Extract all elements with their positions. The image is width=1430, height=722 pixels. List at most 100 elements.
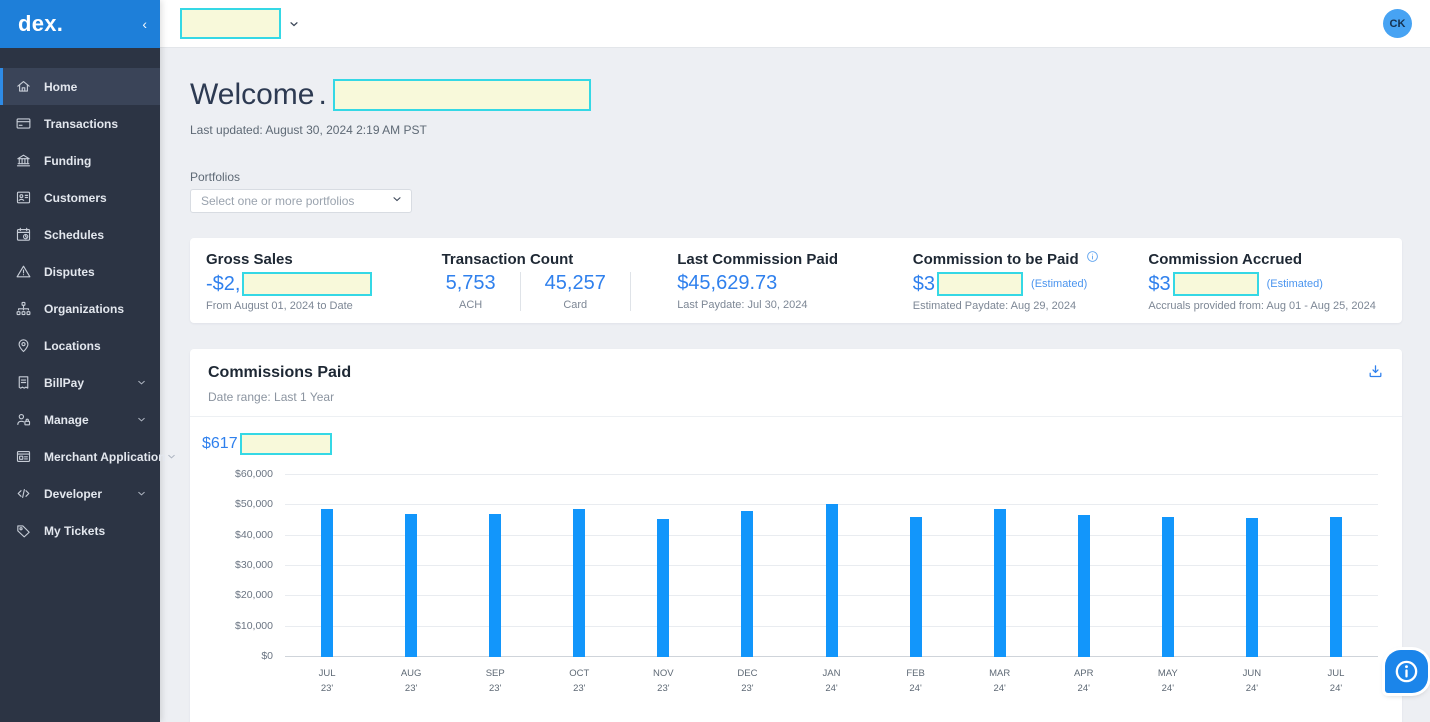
commissions-paid-card: Commissions Paid Date range: Last 1 Year… <box>190 349 1402 722</box>
stat-last-commission-paid: Last Commission Paid $45,629.73 Last Pay… <box>677 251 913 312</box>
sidebar-item-customers[interactable]: Customers <box>0 179 160 216</box>
bar-feb-24-[interactable] <box>909 516 922 657</box>
y-axis-tick-label: $10,000 <box>235 619 273 632</box>
bar-nov-23-[interactable] <box>657 519 670 657</box>
sidebar-item-organizations[interactable]: Organizations <box>0 290 160 327</box>
chevron-down-icon <box>136 488 147 499</box>
y-axis-tick-label: $30,000 <box>235 559 273 571</box>
sidebar-item-home[interactable]: Home <box>0 68 160 105</box>
stat-subtext: Estimated Paydate: Aug 29, 2024 <box>912 300 1077 312</box>
main-area: CK Welcome . Last updated: August 30, 20… <box>160 0 1430 722</box>
bar-jul-24-[interactable] <box>1329 516 1342 657</box>
sidebar-item-label: Locations <box>44 338 101 353</box>
bank-icon <box>15 152 32 169</box>
bar-mar-24-[interactable] <box>993 508 1006 657</box>
bar-slot <box>537 475 621 657</box>
bar-jul-23-[interactable] <box>321 509 334 657</box>
x-axis-tick-label: DEC 23' <box>737 668 758 695</box>
chevron-down-icon <box>166 451 177 462</box>
help-beacon-button[interactable] <box>1385 650 1428 693</box>
estimated-tag: (Estimated) <box>1031 278 1088 290</box>
bar-aug-23-[interactable] <box>405 513 418 657</box>
bar-jun-24-[interactable] <box>1245 517 1258 657</box>
download-icon[interactable] <box>1367 363 1384 380</box>
x-axis-tick-label: JUL 24' <box>1327 668 1345 695</box>
x-axis-tick-label: MAR 24' <box>989 668 1011 695</box>
stat-commission-accrued: Commission Accrued $3 (Estimated) Accrua… <box>1148 251 1384 312</box>
sidebar-item-label: Funding <box>44 153 92 168</box>
sidebar-nav: Home Transactions Funding Customers Schedule… <box>0 68 175 549</box>
user-name-redacted <box>332 79 591 111</box>
sidebar-item-label: Developer <box>44 486 103 501</box>
info-icon[interactable] <box>1086 250 1099 263</box>
stat-label: Gross Sales <box>206 251 293 268</box>
sidebar-item-label: Disputes <box>44 264 95 279</box>
card-count-value: 45,257 <box>544 272 606 294</box>
stat-value-redacted <box>242 272 373 296</box>
commissions-chart: $0 $10,000 $20,000 $30,000 $40,000 $50,000 $60… <box>235 468 1378 696</box>
x-axis-tick-label: AUG 23' <box>400 668 422 695</box>
avatar[interactable]: CK <box>1383 9 1412 38</box>
sidebar-item-label: Home <box>44 79 78 94</box>
sidebar-item-manage[interactable]: Manage <box>0 401 160 438</box>
bar-slot <box>958 475 1042 657</box>
ach-count-value: 5,753 <box>445 272 496 294</box>
sidebar-item-funding[interactable]: Funding <box>0 142 160 179</box>
chart-title: Commissions Paid <box>208 364 352 381</box>
sidebar-item-billpay[interactable]: BillPay <box>0 364 160 401</box>
bar-may-24-[interactable] <box>1161 516 1174 657</box>
sidebar-item-label: BillPay <box>44 375 85 390</box>
sidebar-item-locations[interactable]: Locations <box>0 327 160 364</box>
chart-total-redacted <box>239 433 332 455</box>
page-title-punctuation: . <box>318 78 327 111</box>
page-content: Welcome . Last updated: August 30, 2024 … <box>160 48 1430 722</box>
bar-jan-24-[interactable] <box>825 504 838 657</box>
x-axis-tick-label: JAN 24' <box>822 668 841 695</box>
info-icon <box>1395 660 1418 683</box>
bar-sep-23-[interactable] <box>489 513 502 657</box>
chart-date-range: Date range: Last 1 Year <box>208 390 335 404</box>
y-axis-tick-label: $50,000 <box>235 498 273 511</box>
portfolios-section: Portfolios Select one or more portfolios <box>190 170 1402 213</box>
sidebar-item-label: My Tickets <box>44 523 106 538</box>
bar-slot <box>369 475 453 657</box>
sidebar-collapse-icon[interactable]: ‹ <box>142 16 147 32</box>
warning-icon <box>15 263 32 280</box>
code-icon <box>15 485 32 502</box>
bar-slot <box>705 475 789 657</box>
bar-oct-23-[interactable] <box>573 508 586 657</box>
stat-label: Last Commission Paid <box>677 251 839 268</box>
sidebar-item-merchant-application[interactable]: Merchant Application <box>0 438 175 475</box>
sidebar-item-my-tickets[interactable]: My Tickets <box>0 512 160 549</box>
sidebar-item-label: Manage <box>44 412 89 427</box>
y-axis-tick-label: $0 <box>261 650 273 662</box>
sidebar-item-label: Customers <box>44 190 107 205</box>
chevron-down-icon <box>391 192 403 210</box>
sidebar-item-disputes[interactable]: Disputes <box>0 253 160 290</box>
account-chevron-down-icon[interactable] <box>288 18 300 30</box>
stats-card: Gross Sales -$2, From August 01, 2024 to… <box>190 238 1402 323</box>
stat-value-prefix: $3 <box>912 272 936 295</box>
portfolios-select[interactable]: Select one or more portfolios <box>190 189 412 213</box>
sidebar-item-schedules[interactable]: Schedules <box>0 216 160 253</box>
stat-value-redacted <box>937 272 1024 296</box>
x-axis-tick-label: MAY 24' <box>1157 668 1178 695</box>
bar-slot <box>1294 475 1378 657</box>
x-axis-tick-label: NOV 23' <box>653 668 674 695</box>
sidebar-item-transactions[interactable]: Transactions <box>0 105 160 142</box>
bar-apr-24-[interactable] <box>1077 514 1090 657</box>
y-axis-tick-label: $60,000 <box>235 468 273 480</box>
account-selector-redacted[interactable] <box>180 8 281 39</box>
dex-logo: dex. <box>18 11 64 36</box>
stat-commission-to-be-paid: Commission to be Paid $3 (Estimated) Est… <box>913 251 1149 312</box>
bar-dec-23-[interactable] <box>741 510 754 657</box>
stat-transaction-count: Transaction Count 5,753 ACH 45,257 Card <box>442 251 678 312</box>
y-axis-tick-label: $40,000 <box>235 528 273 541</box>
card-count-unit: Card <box>563 299 588 311</box>
x-axis-tick-label: JUN 24' <box>1242 668 1262 695</box>
sidebar-item-developer[interactable]: Developer <box>0 475 160 512</box>
topbar: CK <box>160 0 1430 48</box>
portfolios-placeholder: Select one or more portfolios <box>201 194 355 208</box>
pin-icon <box>15 337 32 354</box>
